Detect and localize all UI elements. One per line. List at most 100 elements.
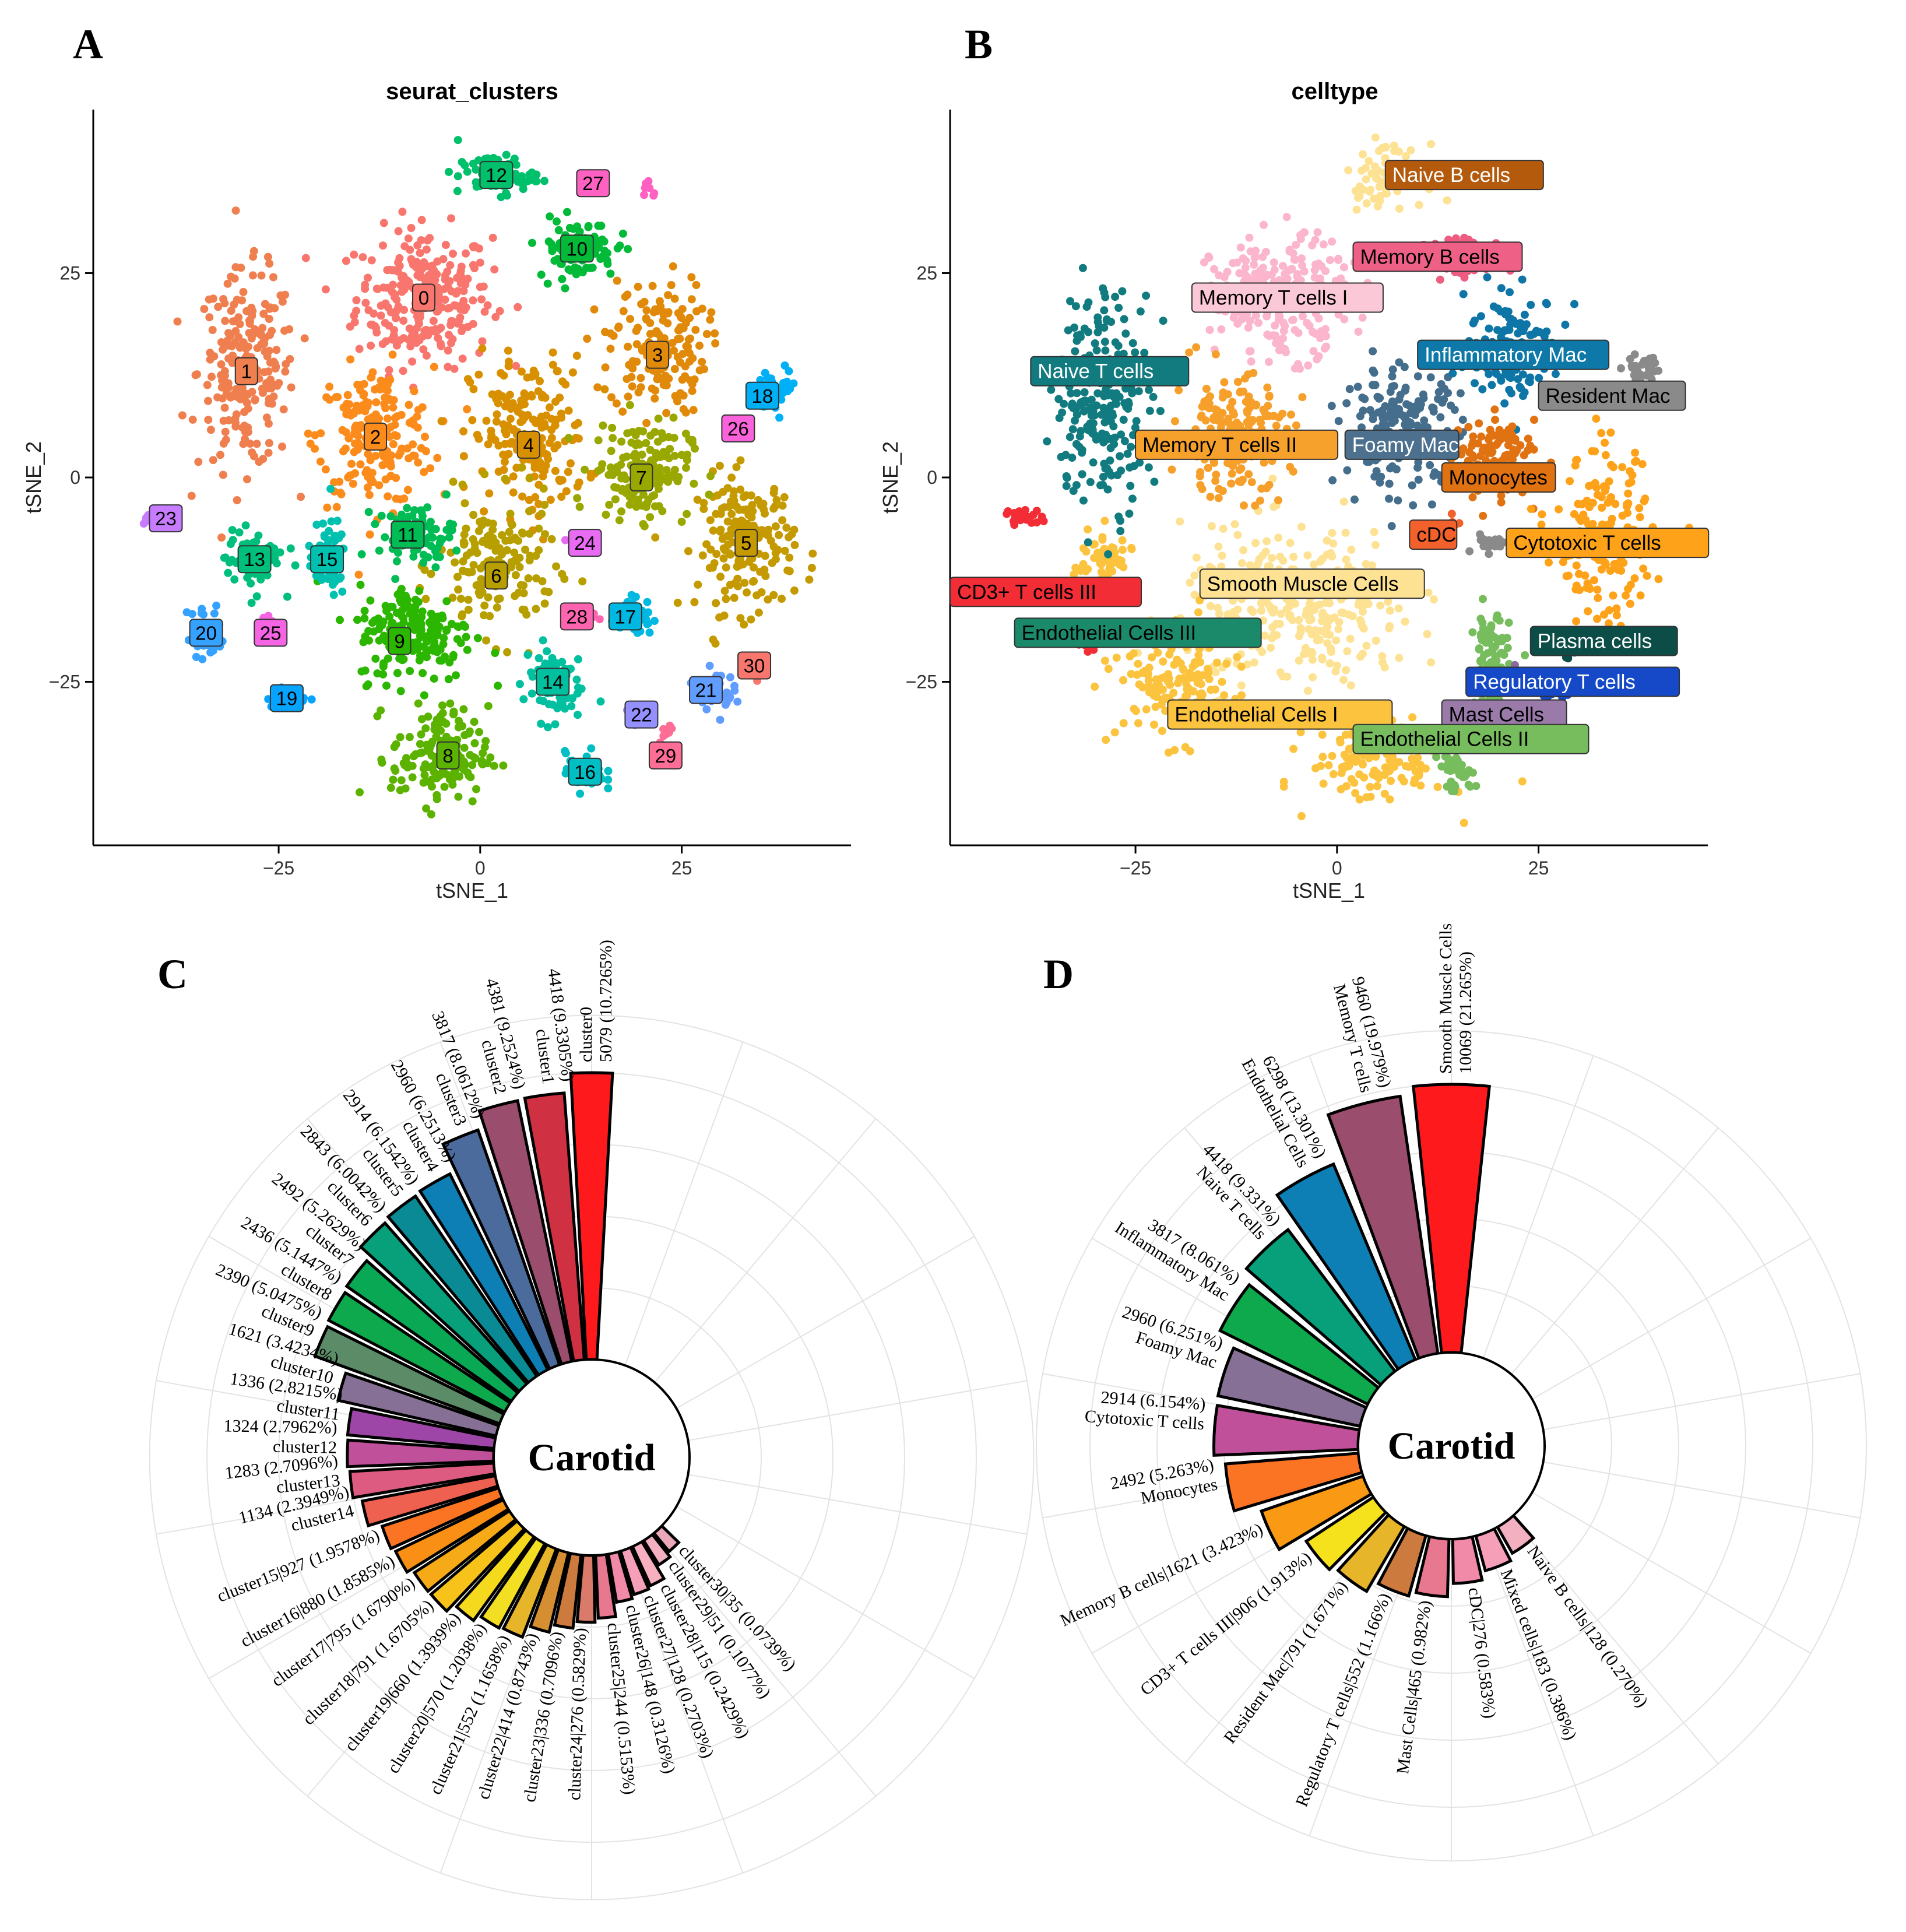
point-0 — [461, 280, 470, 289]
point-8 — [420, 771, 429, 779]
point-Inflammatory Mac — [1551, 370, 1560, 378]
point-Foamy Mac — [1328, 476, 1337, 484]
point-8 — [408, 773, 417, 782]
point-0 — [400, 305, 409, 314]
point-8 — [455, 716, 463, 725]
point-0 — [394, 227, 403, 236]
point-Smooth Muscle Cells — [1343, 647, 1352, 656]
point-8 — [490, 761, 498, 770]
point-8 — [472, 785, 480, 793]
x-tick-label: 0 — [475, 858, 486, 879]
point-Naive T cells — [1067, 389, 1075, 398]
point-1 — [234, 313, 243, 322]
point-3 — [688, 380, 697, 388]
point-Smooth Muscle Cells — [1303, 686, 1312, 695]
point-9 — [371, 654, 380, 663]
point-5 — [740, 620, 748, 629]
point-3 — [670, 294, 679, 303]
point-4 — [487, 427, 495, 435]
point-3 — [678, 350, 687, 359]
x-tick-label: 25 — [671, 858, 692, 879]
point-Smooth Muscle Cells — [1384, 598, 1392, 606]
point-Memory T cells I — [1246, 317, 1255, 325]
point-6 — [534, 546, 543, 554]
point-Cytotoxic T cells — [1527, 505, 1535, 513]
point-9 — [360, 614, 369, 623]
cluster-label: 4 — [523, 434, 534, 456]
point-1 — [272, 346, 281, 354]
point-4 — [551, 466, 560, 475]
point-7 — [683, 510, 691, 518]
point-Cytotoxic T cells — [1594, 593, 1602, 602]
point-9 — [364, 627, 373, 635]
point-Smooth Muscle Cells — [1206, 602, 1215, 610]
point-Memory T cells II — [1220, 378, 1229, 387]
point-Endothelial Cells I — [1195, 673, 1204, 682]
point-Smooth Muscle Cells — [1308, 649, 1317, 658]
point-Endothelial Cells I — [1205, 675, 1214, 683]
point-Memory T cells I — [1247, 357, 1256, 366]
point-4 — [551, 416, 560, 424]
point-Cytotoxic T cells — [1538, 510, 1546, 519]
point-9 — [359, 638, 368, 647]
cluster-label: 2 — [370, 426, 381, 448]
point-Smooth Muscle Cells — [1371, 540, 1380, 549]
point-4 — [530, 463, 539, 472]
point-6 — [506, 510, 515, 518]
point-Endothelial Cells I — [1360, 773, 1369, 782]
point-Smooth Muscle Cells — [1415, 201, 1423, 209]
point-0 — [399, 367, 407, 375]
point-5 — [808, 549, 817, 558]
point-Cytotoxic T cells — [1601, 487, 1609, 496]
point-Smooth Muscle Cells — [1358, 649, 1367, 658]
point-Cytotoxic T cells — [1593, 614, 1602, 623]
point-Smooth Muscle Cells — [1342, 555, 1351, 564]
point-Foamy Mac — [1334, 417, 1343, 426]
point-7 — [659, 448, 668, 456]
panel-d-letter: D — [1043, 951, 1074, 997]
point-Endothelial Cells I — [1127, 670, 1135, 679]
point-1 — [203, 381, 212, 389]
point-Monocytes — [1491, 416, 1499, 424]
cluster-label: 20 — [195, 622, 217, 644]
point-Naive T cells — [1061, 451, 1070, 459]
point-9 — [452, 671, 460, 680]
point-4 — [516, 418, 525, 426]
point-2 — [332, 393, 340, 402]
point-Naive T cells — [1116, 526, 1125, 535]
point-14 — [567, 702, 576, 711]
point-Smooth Muscle Cells — [1347, 545, 1356, 554]
point-0 — [422, 351, 431, 360]
point-3 — [673, 397, 682, 406]
point-Naive T cells — [1100, 433, 1109, 442]
point-0 — [439, 255, 448, 264]
point-Smooth Muscle Cells — [1308, 655, 1317, 664]
point-Smooth Muscle Cells — [1297, 522, 1306, 531]
point-Smooth Muscle Cells — [1325, 659, 1334, 668]
point-1 — [219, 470, 227, 479]
point-13 — [241, 521, 250, 530]
point-5 — [769, 591, 778, 599]
point-Naive T cells — [1073, 331, 1081, 340]
point-5 — [790, 525, 799, 534]
point-1 — [223, 279, 232, 288]
point-2 — [395, 451, 403, 460]
point-5 — [727, 473, 736, 482]
point-20 — [212, 601, 221, 610]
point-Memory T cells I — [1297, 254, 1306, 263]
point-Cytotoxic T cells — [1588, 498, 1597, 507]
cluster-points — [139, 136, 817, 819]
point-11 — [419, 558, 428, 567]
point-6 — [472, 581, 481, 589]
point-6 — [517, 463, 526, 472]
point-1 — [287, 383, 296, 392]
point-Naive T cells — [1111, 338, 1120, 347]
cluster-label-box — [412, 283, 436, 312]
point-6 — [505, 528, 514, 536]
point-5 — [706, 516, 715, 525]
point-0 — [399, 272, 408, 280]
point-4 — [480, 507, 488, 516]
point-Endothelial Cells I — [1107, 543, 1116, 552]
point-Smooth Muscle Cells — [1334, 625, 1343, 634]
point-5 — [768, 558, 776, 567]
